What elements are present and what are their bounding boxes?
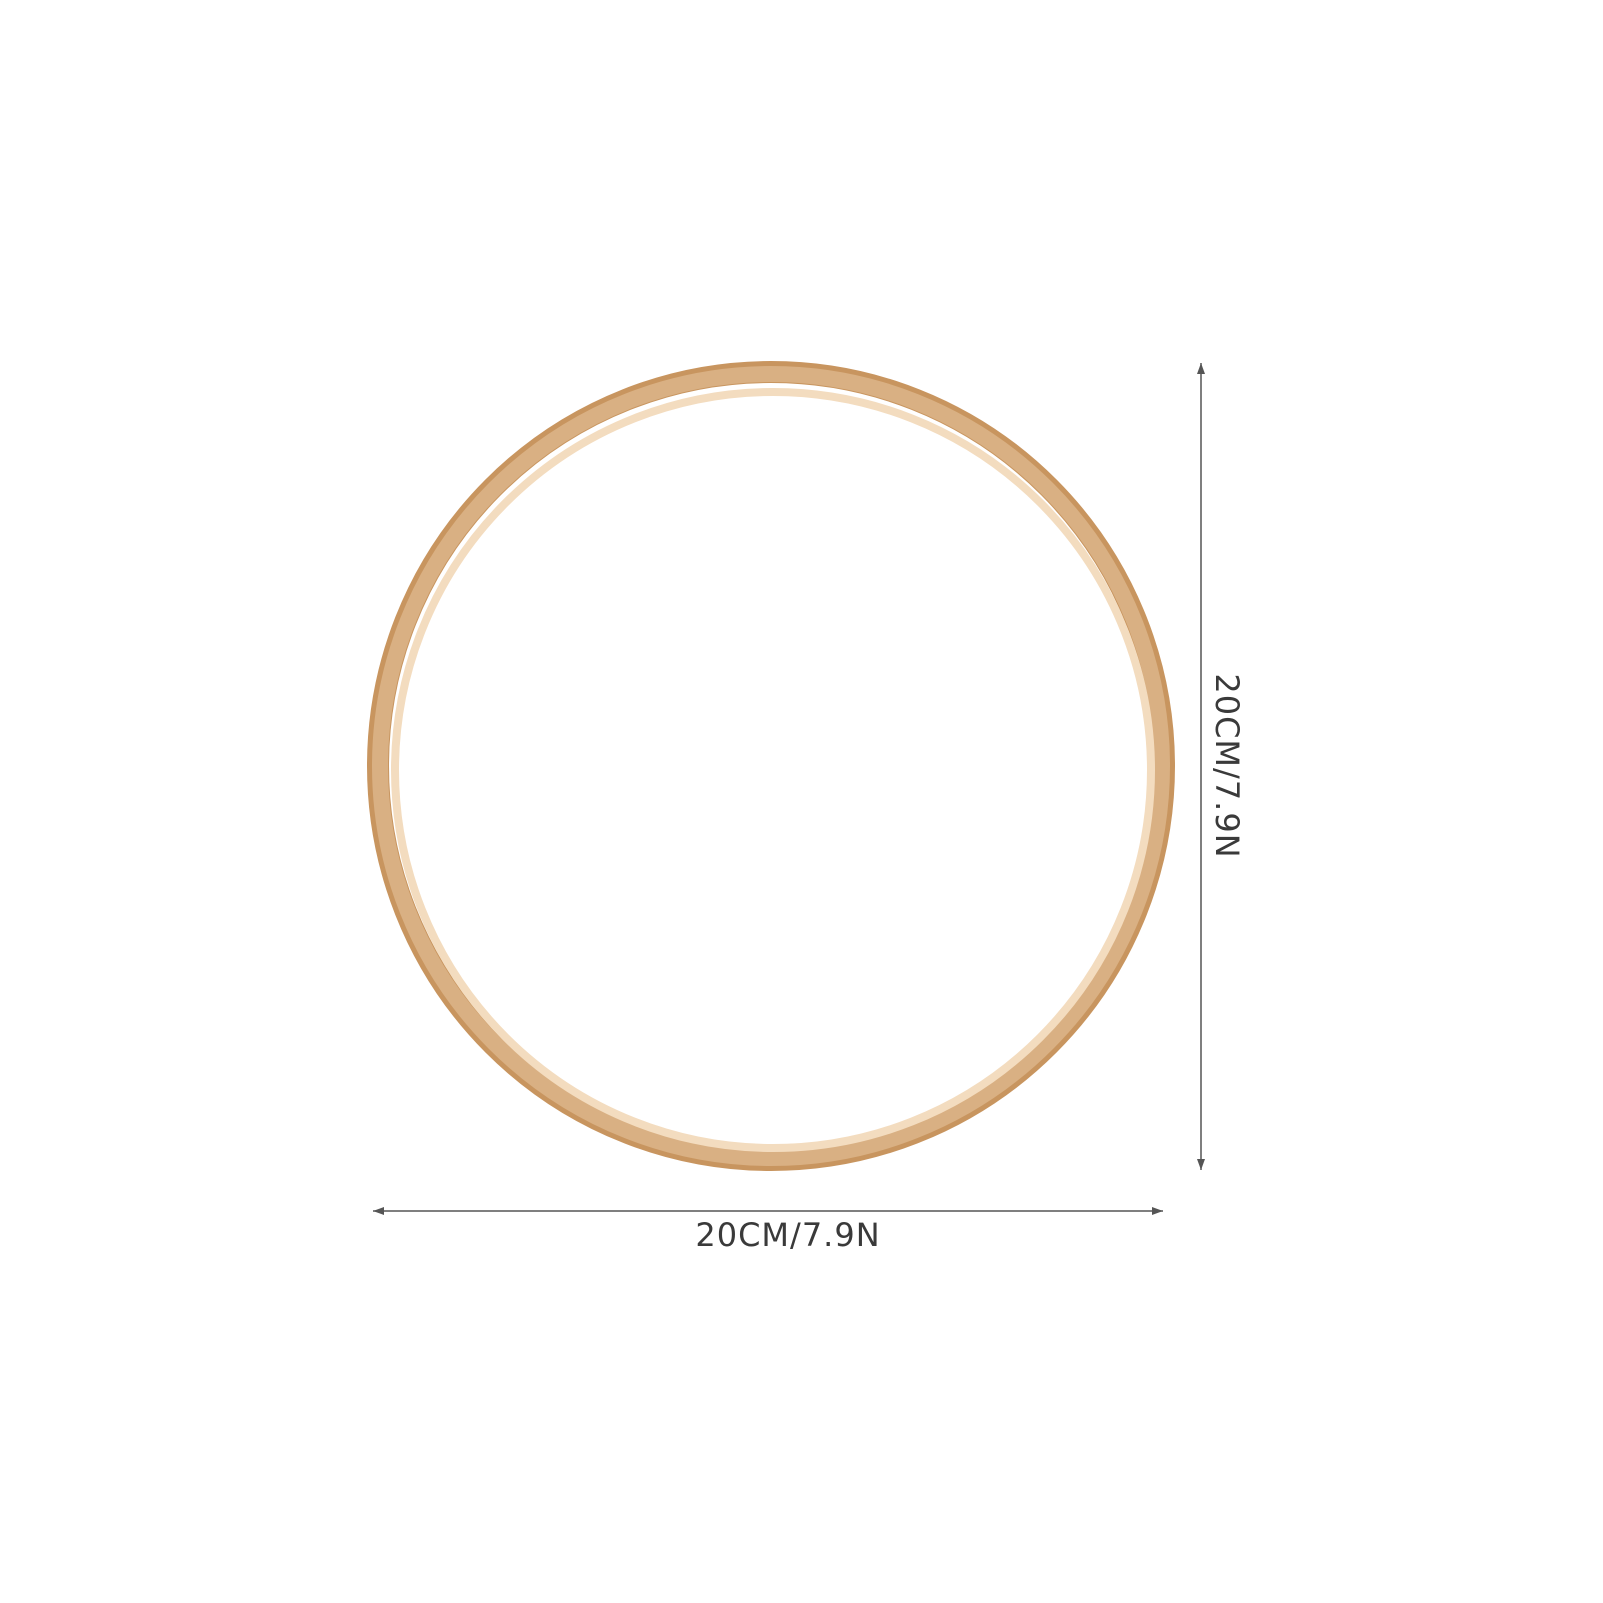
- ring-wood-face: [372, 366, 1170, 1166]
- height-dimension-label: 20CM/7.9N: [1208, 673, 1246, 858]
- height-dimension: 20CM/7.9N: [1197, 363, 1246, 1170]
- width-dimension-label: 20CM/7.9N: [695, 1216, 880, 1254]
- ring-inner-face: [391, 388, 1155, 1152]
- wooden-ring: [367, 361, 1175, 1171]
- width-dimension: 20CM/7.9N: [373, 1207, 1163, 1254]
